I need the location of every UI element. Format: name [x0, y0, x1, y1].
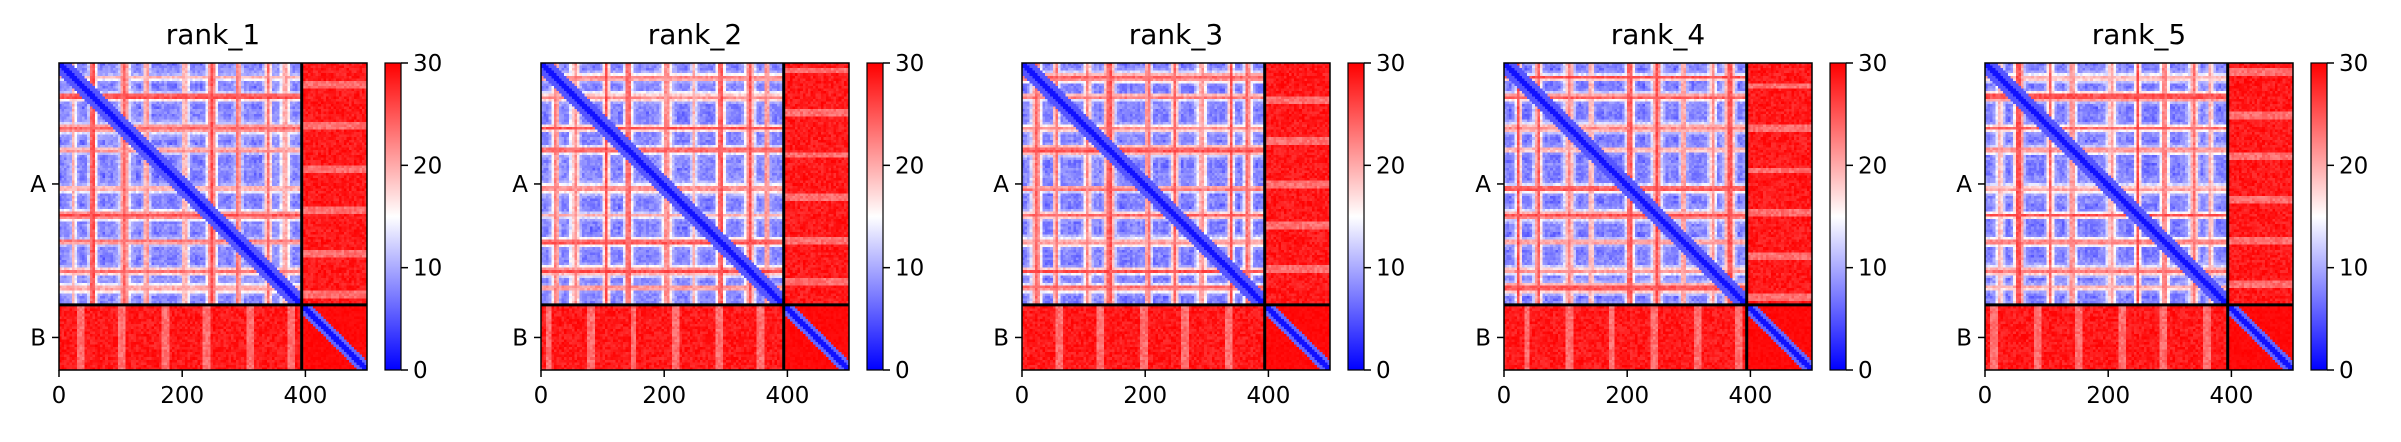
- colorbar: [1829, 62, 1847, 371]
- x-tick-label: 200: [1123, 383, 1167, 409]
- colorbar-tick-label: 30: [1858, 51, 1887, 77]
- colorbar-tick-label: 20: [413, 153, 442, 179]
- x-tick-label: 0: [1978, 383, 1993, 409]
- y-tick-label: B: [30, 325, 46, 351]
- colorbar-tick-label: 20: [1376, 153, 1405, 179]
- colorbar-tick-label: 10: [2339, 256, 2368, 282]
- heatmap-panel-1: rank_1 0 200 400 A B 0 10 20 30: [30, 18, 442, 409]
- y-tick-label: B: [1475, 325, 1491, 351]
- y-tick-label: B: [1956, 325, 1972, 351]
- colorbar-tick-label: 10: [895, 256, 924, 282]
- x-tick-label: 200: [160, 383, 204, 409]
- panel-title: rank_4: [1611, 18, 1705, 51]
- panel-title: rank_1: [166, 18, 260, 51]
- axes-frame: [58, 62, 368, 371]
- y-tick-label: A: [30, 172, 46, 198]
- x-tick-label: 400: [765, 383, 809, 409]
- y-tick-label: A: [1956, 172, 1972, 198]
- colorbar-tick-label: 30: [895, 51, 924, 77]
- colorbar-tick-label: 30: [2339, 51, 2368, 77]
- colorbar-tick-label: 30: [1376, 51, 1405, 77]
- axes-frame: [1503, 62, 1813, 371]
- x-tick-label: 200: [1605, 383, 1649, 409]
- panel-title: rank_5: [2092, 18, 2186, 51]
- x-tick-label: 0: [1015, 383, 1030, 409]
- y-tick-label: A: [512, 172, 528, 198]
- pae-heatmap: [1504, 63, 1812, 370]
- x-tick-label: 0: [52, 383, 67, 409]
- colorbar-tick-label: 0: [1376, 358, 1391, 384]
- x-tick-label: 0: [534, 383, 549, 409]
- x-tick-label: 0: [1497, 383, 1512, 409]
- colorbar-tick-label: 30: [413, 51, 442, 77]
- colorbar-tick-label: 10: [1376, 256, 1405, 282]
- colorbar-tick-label: 0: [413, 358, 428, 384]
- colorbar-tick-label: 10: [413, 256, 442, 282]
- y-tick-label: B: [512, 325, 528, 351]
- colorbar: [866, 62, 884, 371]
- axes-frame: [1021, 62, 1331, 371]
- y-tick-label: A: [993, 172, 1009, 198]
- colorbar-tick-label: 20: [1858, 153, 1887, 179]
- pae-heatmap: [59, 63, 367, 370]
- x-tick-label: 400: [1246, 383, 1290, 409]
- pae-heatmap: [1985, 63, 2293, 370]
- colorbar-tick-label: 0: [1858, 358, 1873, 384]
- y-tick-label: A: [1475, 172, 1491, 198]
- x-tick-label: 400: [283, 383, 327, 409]
- panel-title: rank_2: [648, 18, 742, 51]
- colorbar-tick-label: 0: [895, 358, 910, 384]
- heatmap-panel-5: rank_5 0 200 400 A B 0 10 20 30: [1956, 18, 2368, 409]
- heatmap-panel-3: rank_3 0 200 400 A B 0 10 20 30: [993, 18, 1405, 409]
- heatmap-panel-2: rank_2 0 200 400 A B 0 10 20 30: [512, 18, 924, 409]
- colorbar-tick-label: 20: [2339, 153, 2368, 179]
- x-tick-label: 400: [2209, 383, 2253, 409]
- axes-frame: [1984, 62, 2294, 371]
- colorbar-tick-label: 0: [2339, 358, 2354, 384]
- x-tick-label: 400: [1728, 383, 1772, 409]
- panel-title: rank_3: [1129, 18, 1223, 51]
- colorbar-tick-label: 20: [895, 153, 924, 179]
- colorbar-tick-label: 10: [1858, 256, 1887, 282]
- colorbar: [384, 62, 402, 371]
- axes-frame: [540, 62, 850, 371]
- heatmap-panel-4: rank_4 0 200 400 A B 0 10 20 30: [1475, 18, 1887, 409]
- y-tick-label: B: [993, 325, 1009, 351]
- pae-heatmap: [541, 63, 849, 370]
- x-tick-label: 200: [2086, 383, 2130, 409]
- x-tick-label: 200: [642, 383, 686, 409]
- colorbar: [1347, 62, 1365, 371]
- colorbar: [2310, 62, 2328, 371]
- pae-heatmap: [1022, 63, 1330, 370]
